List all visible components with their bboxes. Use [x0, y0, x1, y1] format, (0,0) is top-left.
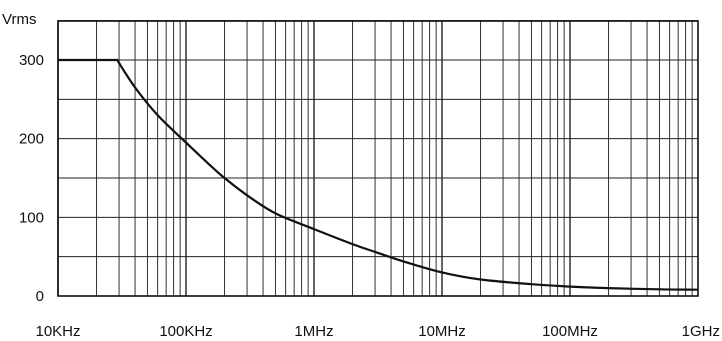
- x-tick-label: 1MHz: [294, 323, 333, 340]
- plot-frame: [57, 20, 699, 297]
- y-tick-label: 100: [19, 209, 44, 226]
- x-tick-label: 1GHz: [682, 323, 720, 340]
- x-tick-labels: 10KHz 100KHz 1MHz 10MHz 100MHz 1GHz: [35, 323, 720, 340]
- x-tick-label: 100KHz: [159, 323, 212, 340]
- voltage-curve-line: [58, 58, 699, 291]
- y-tick-label: 200: [19, 131, 44, 148]
- y-tick-label: 300: [19, 52, 44, 69]
- x-tick-label: 10MHz: [418, 323, 466, 340]
- x-tick-label: 10KHz: [35, 323, 80, 340]
- y-tick-labels: 0 100 200 300: [19, 52, 44, 305]
- plot-border: [57, 20, 699, 297]
- y-tick-label: 0: [36, 288, 44, 305]
- x-tick-label: 100MHz: [542, 323, 598, 340]
- grid: [57, 20, 698, 297]
- y-axis-label: Vrms: [2, 11, 36, 28]
